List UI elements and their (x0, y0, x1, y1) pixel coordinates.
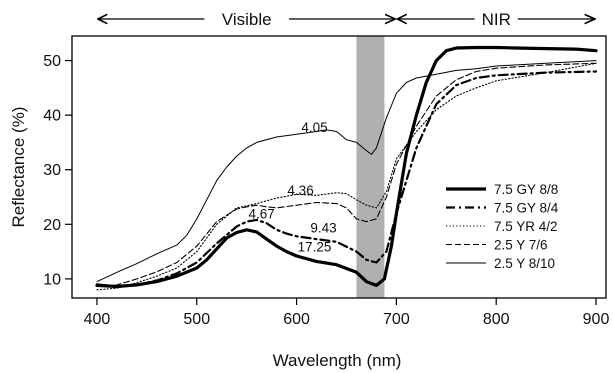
x-tick-label: 800 (483, 311, 510, 328)
series-line-1 (95, 45, 598, 289)
annotation-label: 4.05 (301, 120, 327, 135)
y-tick-label: 10 (43, 271, 61, 288)
plot-frame (71, 35, 607, 299)
legend: 7.5 GY 8/8 7.5 GY 8/4 7.5 YR 4/2 2.5 Y 7/6 2… (446, 182, 559, 271)
y-tick-label: 40 (43, 108, 61, 125)
series-layer (95, 45, 598, 291)
legend-label-5: 2.5 Y 8/10 (494, 256, 555, 271)
plot-frame-layer (71, 35, 607, 299)
region-arrows-layer: Visible NIR (98, 10, 595, 29)
series-line-2 (95, 70, 598, 288)
legend-label-4: 2.5 Y 7/6 (494, 238, 548, 253)
legend-label-2: 7.5 GY 8/4 (494, 201, 559, 216)
absorption-band (356, 36, 385, 298)
legend-label-3: 7.5 YR 4/2 (494, 219, 558, 234)
annotation-label: 9.43 (310, 221, 336, 236)
series-line-3 (96, 62, 597, 291)
x-tick-label: 400 (84, 311, 111, 328)
x-tick-label: 600 (283, 311, 310, 328)
x-tick-label: 700 (383, 311, 410, 328)
region-label: NIR (482, 10, 511, 29)
y-tick-label: 20 (43, 217, 61, 234)
annotation-label: 4.36 (287, 183, 313, 198)
x-axis-title: Wavelength (nm) (273, 351, 402, 370)
axis-layer: 400 500 600 700 800 900 10 20 30 40 50 Wavelength (… (9, 53, 609, 370)
legend-label-1: 7.5 GY 8/8 (494, 182, 558, 197)
y-tick-label: 30 (43, 162, 61, 179)
y-axis-title: Reflectance (%) (9, 107, 28, 228)
series-line-5 (96, 60, 597, 283)
absorption-band-layer (356, 36, 385, 298)
x-tick-label: 500 (183, 311, 210, 328)
x-tick-label: 900 (583, 311, 610, 328)
y-tick-label: 50 (43, 53, 61, 70)
annotation-label: 17.25 (298, 240, 332, 255)
annotation-layer: 4.05 4.36 4.67 9.43 17.25 (249, 120, 337, 255)
annotation-label: 4.67 (249, 206, 275, 221)
region-label: Visible (222, 10, 272, 29)
series-line-4 (96, 62, 597, 288)
